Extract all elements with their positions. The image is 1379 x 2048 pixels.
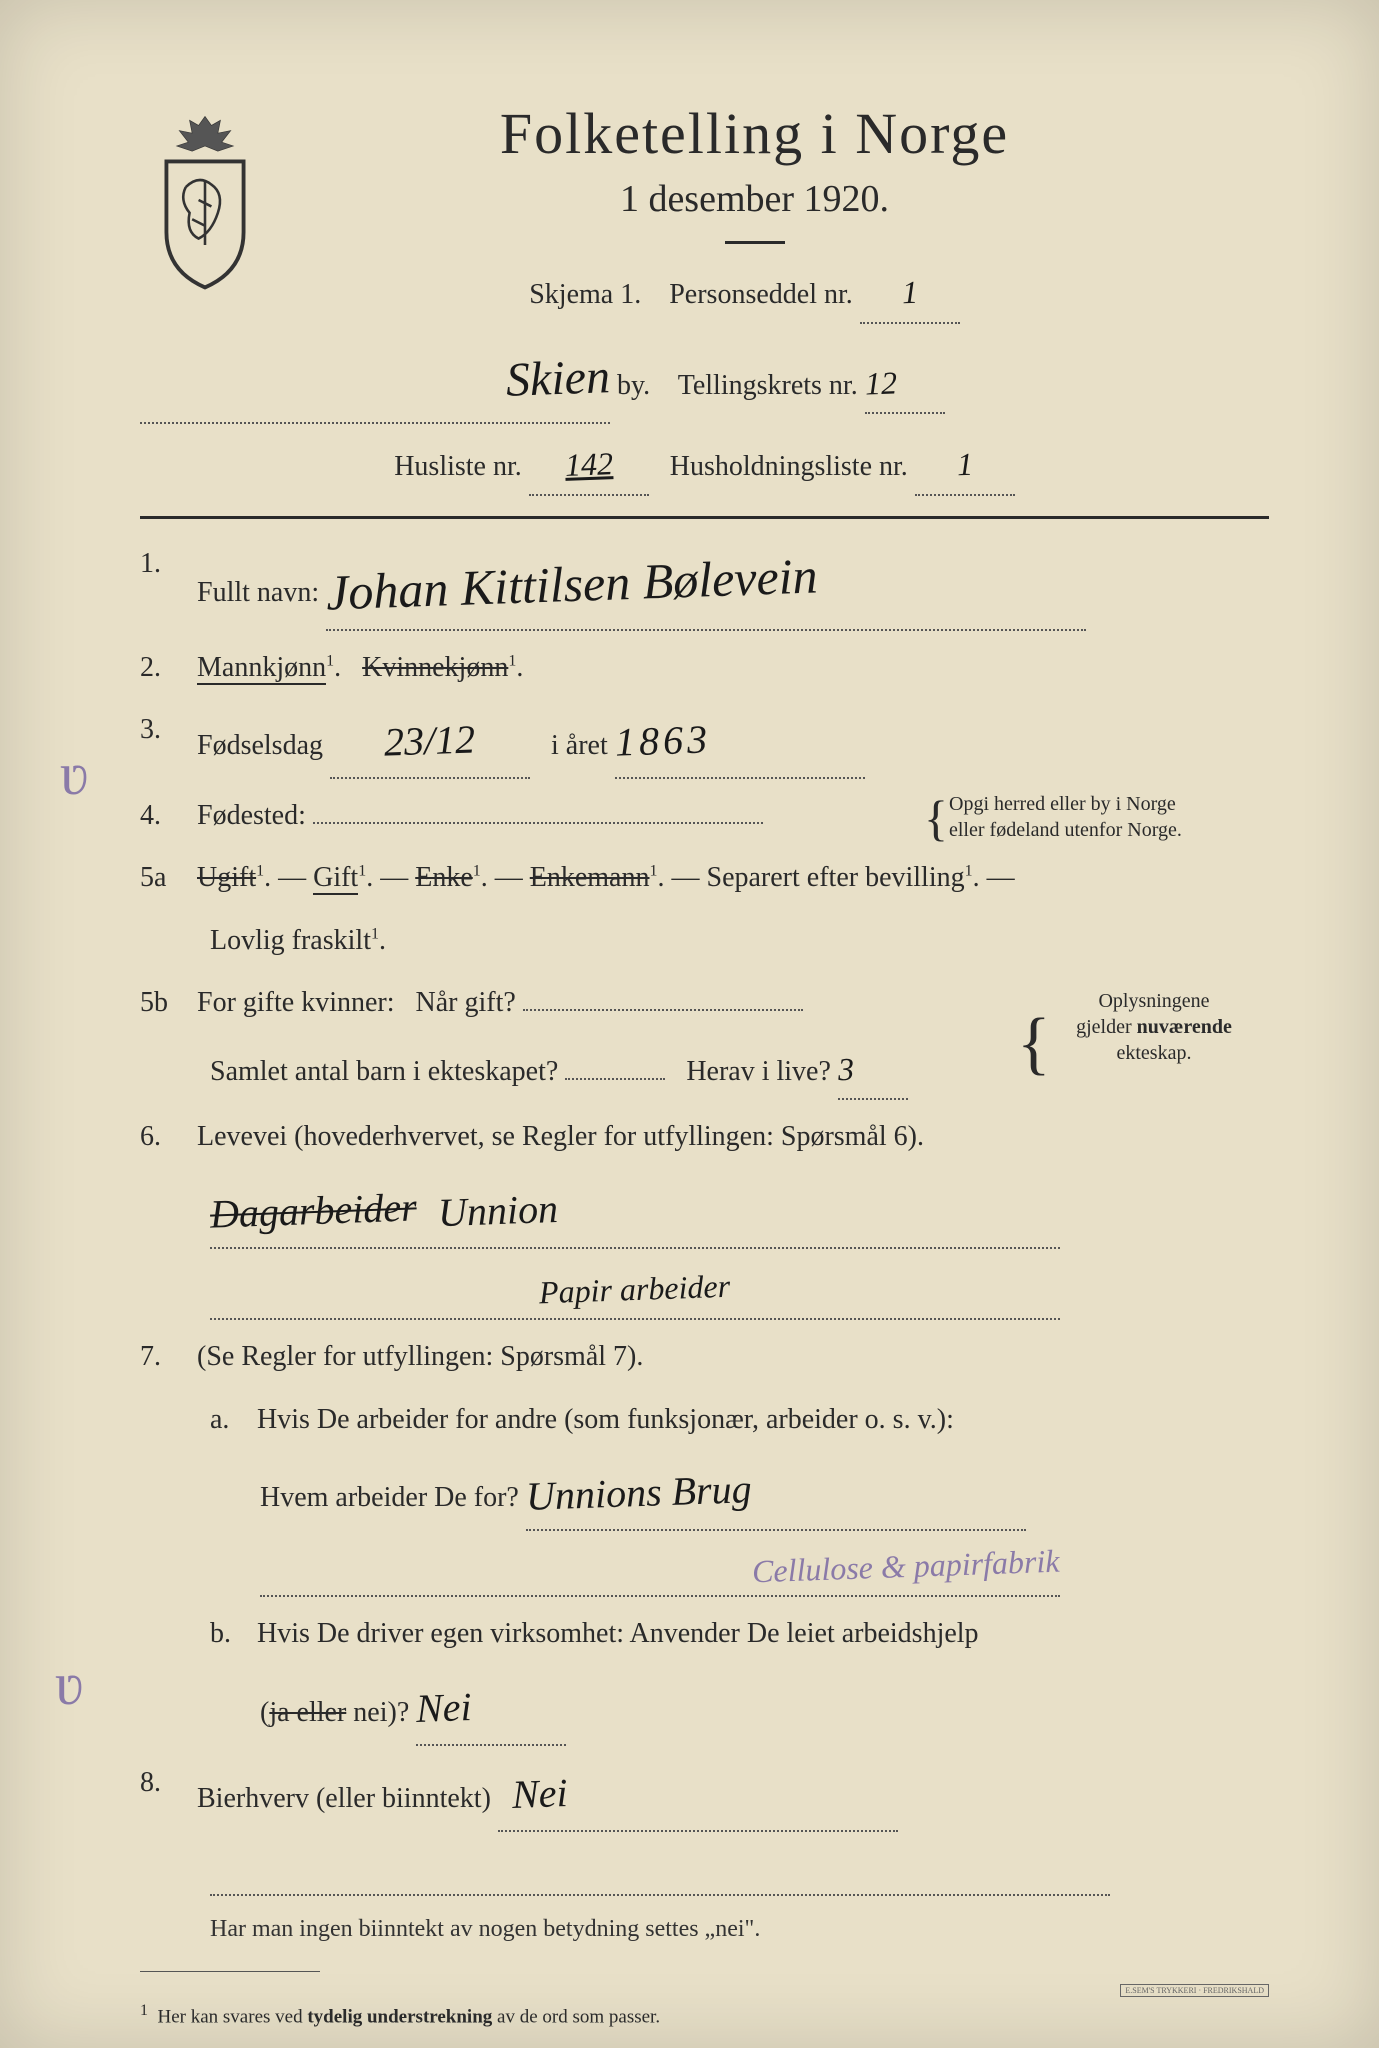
q4-label: Fødested: — [197, 800, 306, 831]
q8-line: 8. Bierhverv (eller biinntekt) Nei — [140, 1758, 1269, 1832]
q2-kvinnekjonn: Kvinnekjønn — [362, 652, 508, 683]
personseddel-label: Personseddel nr. — [669, 279, 853, 310]
q4-note1: Opgi herred eller by i Norge — [949, 793, 1176, 815]
footnote-rule — [140, 1971, 320, 1972]
q5b-label: For gifte kvinner: — [197, 987, 395, 1018]
q4-num: 4. — [140, 791, 190, 841]
q5b-q3: Herav i live? — [686, 1056, 831, 1087]
q7a-value: Unnions Brug — [525, 1453, 753, 1533]
q6-num: 6. — [140, 1112, 190, 1162]
q5a-line2: Lovlig fraskilt1. — [210, 916, 1269, 966]
main-title: Folketelling i Norge — [240, 100, 1269, 167]
q7-line: 7. (Se Regler for utfyllingen: Spørsmål … — [140, 1332, 1269, 1382]
q5b-line2: Samlet antal barn i ekteskapet? Herav i … — [210, 1041, 1269, 1101]
q4-note2: eller fødeland utenfor Norge. — [949, 819, 1182, 841]
q3-label: Fødselsdag — [197, 730, 323, 761]
q2-mannkjonn: Mannkjønn — [197, 652, 326, 685]
q6-value-struck: Dagarbeider — [209, 1171, 418, 1250]
q5b-val3: 3 — [837, 1040, 855, 1098]
q8-label: Bierhverv (eller biinntekt) — [197, 1783, 491, 1814]
by-label: by. — [617, 370, 650, 401]
q5a-gift: Gift — [313, 862, 358, 895]
q5b-bold: nuværende — [1137, 1016, 1232, 1038]
schema-label: Skjema 1. — [529, 279, 641, 310]
q7b-value: Nei — [415, 1671, 473, 1745]
q7b-num: b. — [210, 1609, 250, 1659]
q1-line: 1. Fullt navn: Johan Kittilsen Bølevein — [140, 539, 1269, 631]
q5a-enkemann: Enkemann — [530, 862, 650, 893]
footnote-marker: 1 — [140, 2002, 148, 2019]
husholdning-nr: 1 — [956, 436, 974, 494]
pencil-mark-left-2: ʋ — [55, 1650, 83, 1719]
q3-year: 1863 — [614, 703, 712, 778]
census-form-page: ʋ ʋ Folketelling i Norge 1 desember 1920… — [0, 0, 1379, 2048]
title-divider — [725, 241, 785, 244]
q7b-label1: Hvis De driver egen virksomhet: Anvender… — [257, 1618, 979, 1649]
printer-stamp: E.SEM'S TRYKKERI · FREDRIKSHALD — [1120, 1980, 1269, 1998]
q3-num: 3. — [140, 705, 190, 755]
q4-line: 4. Fødested: { Opgi herred eller by i No… — [140, 791, 1269, 841]
q7b-line2: (ja eller nei)? Nei — [260, 1672, 1269, 1746]
q7-label: (Se Regler for utfyllingen: Spørsmål 7). — [197, 1341, 643, 1372]
bottom-note: Har man ingen biinntekt av nogen betydni… — [210, 1908, 1269, 1951]
norwegian-crest-icon — [140, 110, 270, 290]
q3-day: 23/12 — [383, 703, 477, 778]
q7a-num: a. — [210, 1395, 250, 1445]
q6-line: 6. Levevei (hovederhvervet, se Regler fo… — [140, 1112, 1269, 1162]
tellingskrets-label: Tellingskrets nr. — [678, 370, 858, 401]
q1-label: Fullt navn: — [197, 577, 319, 608]
schema-line: Skjema 1. Personseddel nr. 1 — [220, 264, 1269, 324]
brace-icon: { — [924, 786, 948, 851]
q7a-label2: Hvem arbeider De for? — [260, 1482, 519, 1513]
q8-value: Nei — [511, 1757, 569, 1831]
q6-value2: Papir arbeider — [539, 1257, 732, 1321]
q5a-fraskilt: Lovlig fraskilt — [210, 925, 371, 956]
section-divider-1 — [140, 516, 1269, 519]
q5a-enke: Enke — [415, 862, 473, 893]
q7a-line1: a. Hvis De arbeider for andre (som funks… — [210, 1395, 1269, 1445]
q7-num: 7. — [140, 1332, 190, 1382]
husholdning-label: Husholdningsliste nr. — [670, 451, 908, 482]
q1-value: Johan Kittilsen Bølevein — [325, 530, 819, 637]
husliste-label: Husliste nr. — [394, 451, 522, 482]
q7a-label1: Hvis De arbeider for andre (som funksjon… — [257, 1404, 954, 1435]
q5a-separert: Separert efter bevilling — [707, 862, 965, 893]
q6-value-line1: Dagarbeider Unnion — [210, 1175, 1269, 1249]
q1-num: 1. — [140, 539, 190, 589]
footnote-line: 1 Her kan svares ved tydelig understrekn… — [140, 2002, 1269, 2028]
q8-num: 8. — [140, 1758, 190, 1808]
q7b-line1: b. Hvis De driver egen virksomhet: Anven… — [210, 1609, 1269, 1659]
q7a-line3: Cellulose & papirfabrik — [260, 1538, 1269, 1598]
header-block: Folketelling i Norge 1 desember 1920. — [140, 100, 1269, 244]
q5b-q1: Når gift? — [416, 987, 516, 1018]
q6-value-line2: Papir arbeider — [210, 1261, 1269, 1321]
printer-text: E.SEM'S TRYKKERI · FREDRIKSHALD — [1120, 1984, 1269, 1997]
q7b-ja-eller: ja eller — [269, 1697, 346, 1728]
q5b-note1: Oplysningene — [1098, 990, 1209, 1012]
subtitle-date: 1 desember 1920. — [240, 177, 1269, 221]
by-value: Skien — [505, 334, 612, 424]
q3-line: 3. Fødselsdag 23/12 i året 1863 — [140, 705, 1269, 779]
q7a-value2: Cellulose & papirfabrik — [752, 1533, 1061, 1601]
q3-year-label: i året — [551, 730, 608, 761]
q5b-line1: 5b For gifte kvinner: Når gift? { Oplysn… — [140, 978, 1269, 1028]
q8-blank — [210, 1844, 1269, 1896]
q7a-line2: Hvem arbeider De for? Unnions Brug — [260, 1457, 1269, 1531]
q2-num: 2. — [140, 643, 190, 693]
personseddel-nr: 1 — [901, 264, 919, 322]
q6-value-rest: Unnion — [436, 1172, 558, 1248]
husliste-nr: 142 — [564, 435, 614, 494]
tellingskrets-nr: 12 — [864, 354, 898, 413]
q2-line: 2. Mannkjønn1. Kvinnekjønn1. — [140, 643, 1269, 693]
q5b-q2: Samlet antal barn i ekteskapet? — [210, 1056, 558, 1087]
by-line: Skien by. Tellingskrets nr. 12 — [140, 336, 1269, 424]
pencil-mark-left-1: ʋ — [60, 740, 88, 809]
footnote-bold: tydelig understrekning — [307, 2007, 492, 2028]
q5a-num: 5a — [140, 853, 190, 903]
husliste-line: Husliste nr. 142 Husholdningsliste nr. 1 — [140, 436, 1269, 496]
q6-label: Levevei (hovederhvervet, se Regler for u… — [197, 1121, 924, 1152]
q5b-num: 5b — [140, 978, 190, 1028]
q5a-ugift: Ugift — [197, 862, 256, 893]
q5a-line: 5a Ugift1. — Gift1. — Enke1. — Enkemann1… — [140, 853, 1269, 903]
